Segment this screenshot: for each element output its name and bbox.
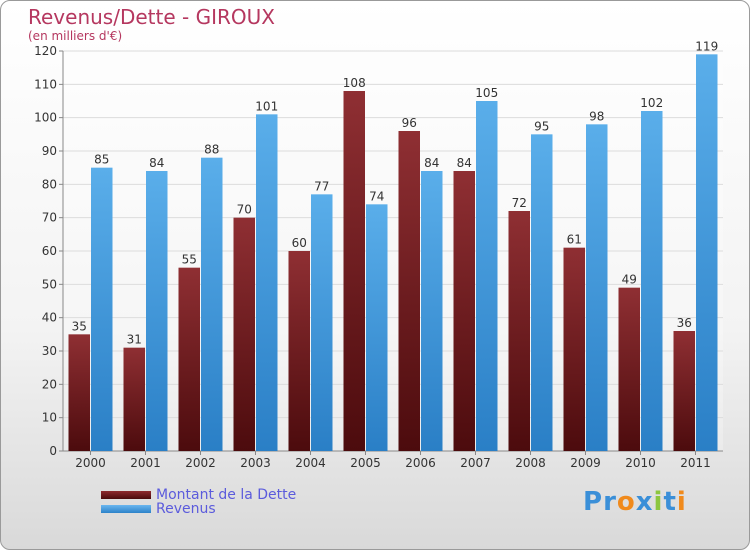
x-tick-label: 2002 (185, 456, 216, 470)
chart-subtitle: (en milliers d'€) (28, 29, 123, 43)
y-tick-label: 0 (49, 444, 57, 458)
x-tick-label: 2000 (75, 456, 106, 470)
data-label-revenus: 101 (255, 99, 278, 113)
bar-revenus (311, 194, 333, 452)
bar-dette (398, 131, 420, 451)
data-label-revenus: 98 (589, 109, 604, 123)
y-tick-label: 110 (34, 77, 57, 91)
bar-dette (123, 347, 145, 451)
logo-letter: i (676, 487, 687, 517)
y-tick-label: 60 (42, 244, 57, 258)
logo-letter: i (653, 487, 664, 517)
legend-swatch-dette (101, 491, 151, 499)
bar-revenus (476, 101, 498, 451)
data-label-dette: 55 (182, 253, 197, 267)
chart-title: Revenus/Dette - GIROUX (28, 5, 275, 29)
bar-revenus (421, 171, 443, 451)
bar-revenus (256, 114, 278, 451)
y-tick-label: 40 (42, 311, 57, 325)
data-label-dette: 49 (622, 273, 637, 287)
y-tick-label: 20 (42, 377, 57, 391)
bar-dette (233, 217, 255, 451)
bar-revenus (366, 204, 388, 451)
data-label-revenus: 95 (534, 119, 549, 133)
bar-dette (618, 287, 640, 451)
data-label-revenus: 102 (640, 96, 663, 110)
data-label-dette: 61 (567, 233, 582, 247)
legend-swatch-revenus (101, 505, 151, 513)
logo-letter: t (663, 487, 677, 517)
y-tick-label: 50 (42, 277, 57, 291)
x-tick-label: 2007 (460, 456, 491, 470)
y-tick-label: 100 (34, 111, 57, 125)
bar-dette (453, 171, 475, 451)
legend-label-revenus: Revenus (156, 501, 216, 517)
data-label-revenus: 85 (94, 153, 109, 167)
legend-label-dette: Montant de la Dette (156, 487, 297, 503)
proxiti-logo: Proxiti (583, 487, 687, 517)
data-label-revenus: 119 (695, 39, 718, 53)
data-label-dette: 108 (343, 76, 366, 90)
x-tick-label: 2008 (515, 456, 546, 470)
data-label-revenus: 84 (149, 156, 164, 170)
y-tick-label: 10 (42, 411, 57, 425)
data-label-revenus: 105 (475, 86, 498, 100)
bar-revenus (696, 54, 718, 451)
x-tick-label: 2004 (295, 456, 326, 470)
bar-dette (343, 91, 365, 451)
y-tick-label: 70 (42, 211, 57, 225)
bar-revenus (586, 124, 608, 451)
data-label-revenus: 74 (369, 189, 384, 203)
x-tick-label: 2005 (350, 456, 381, 470)
x-tick-label: 2010 (625, 456, 656, 470)
data-label-dette: 70 (237, 203, 252, 217)
bar-dette (178, 267, 200, 451)
y-tick-label: 30 (42, 344, 57, 358)
bar-revenus (641, 111, 663, 451)
data-label-dette: 84 (457, 156, 472, 170)
data-label-dette: 31 (127, 333, 142, 347)
y-tick-label: 120 (34, 44, 57, 58)
bar-revenus (146, 171, 168, 451)
data-label-dette: 72 (512, 196, 527, 210)
logo-letter: r (603, 487, 617, 517)
data-label-revenus: 84 (424, 156, 439, 170)
y-tick-label: 90 (42, 144, 57, 158)
bar-revenus (91, 167, 113, 451)
bar-dette (68, 334, 90, 451)
logo-letter: o (616, 487, 636, 517)
x-tick-label: 2001 (130, 456, 161, 470)
bar-dette (288, 251, 310, 451)
logo-letter: P (583, 487, 604, 517)
logo-letter: x (635, 487, 654, 517)
bar-dette (563, 247, 585, 451)
x-tick-label: 2006 (405, 456, 436, 470)
data-label-dette: 96 (402, 116, 417, 130)
bar-revenus (531, 134, 553, 452)
x-tick-label: 2003 (240, 456, 271, 470)
bar-revenus (201, 157, 223, 451)
data-label-revenus: 88 (204, 143, 219, 157)
data-label-dette: 35 (72, 319, 87, 333)
data-label-dette: 60 (292, 236, 307, 250)
data-label-dette: 36 (677, 316, 692, 330)
bar-dette (508, 211, 530, 451)
y-tick-label: 80 (42, 177, 57, 191)
x-tick-label: 2011 (680, 456, 711, 470)
bar-dette (673, 331, 695, 451)
x-tick-label: 2009 (570, 456, 601, 470)
data-label-revenus: 77 (314, 179, 329, 193)
